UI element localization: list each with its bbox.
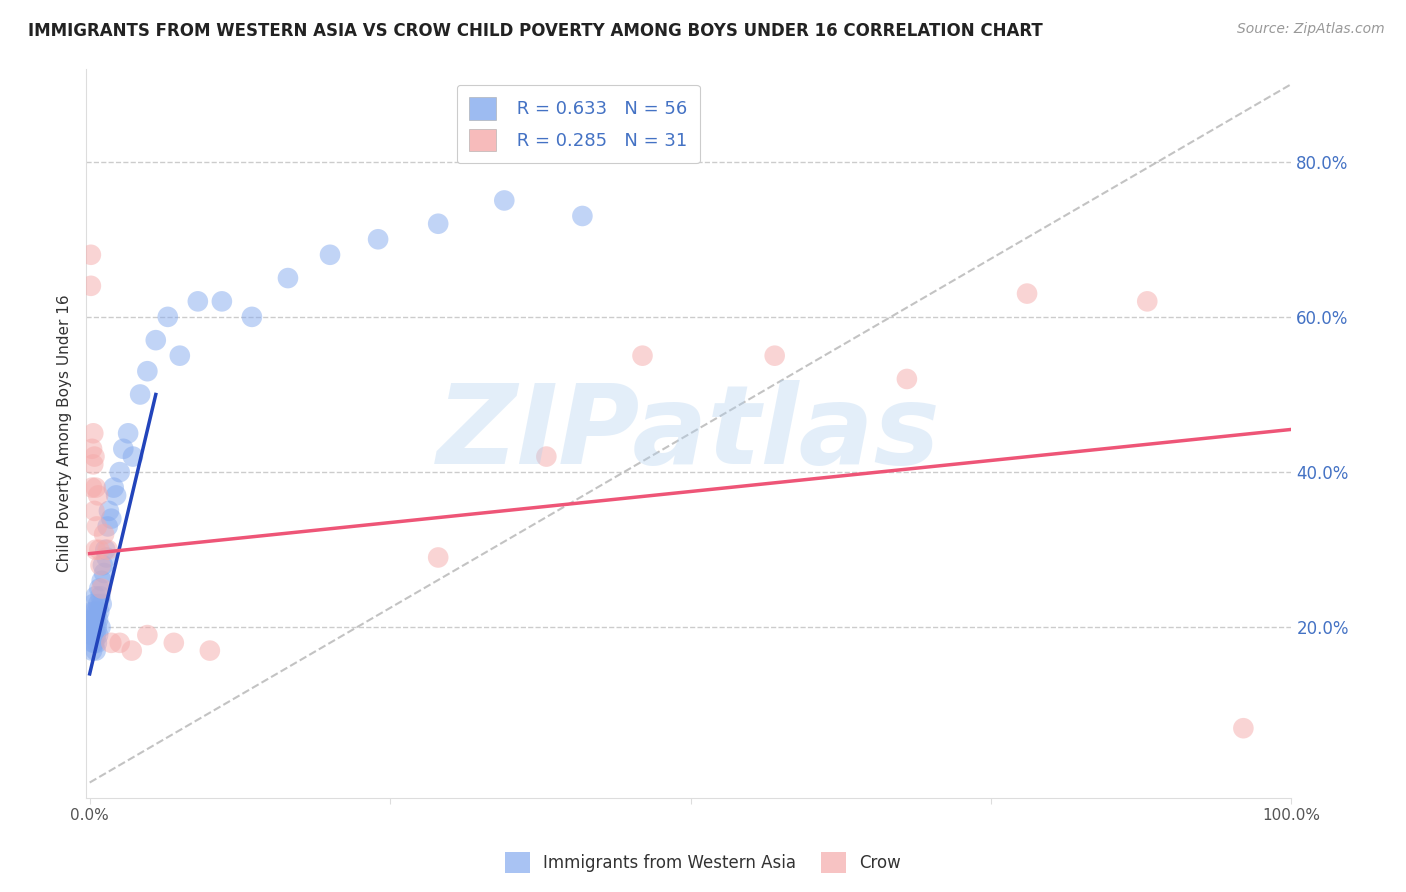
Point <box>86 605 108 619</box>
Point <box>1232 721 1254 735</box>
Point <box>494 194 516 208</box>
Point <box>108 465 131 479</box>
Point <box>97 519 120 533</box>
Point <box>100 636 122 650</box>
Point <box>112 442 135 456</box>
Point <box>80 643 103 657</box>
Point <box>571 209 593 223</box>
Point <box>427 550 450 565</box>
Point <box>211 294 233 309</box>
Point <box>80 481 103 495</box>
Text: IMMIGRANTS FROM WESTERN ASIA VS CROW CHILD POVERTY AMONG BOYS UNDER 16 CORRELATI: IMMIGRANTS FROM WESTERN ASIA VS CROW CHI… <box>28 22 1043 40</box>
Point <box>117 426 139 441</box>
Point <box>655 139 678 153</box>
Point <box>89 542 111 557</box>
Point <box>105 488 128 502</box>
Point <box>83 504 105 518</box>
Point <box>82 628 104 642</box>
Point <box>763 349 786 363</box>
Point <box>1015 286 1038 301</box>
Point <box>198 643 221 657</box>
Point <box>87 613 110 627</box>
Point <box>84 643 107 657</box>
Point <box>96 550 118 565</box>
Point <box>90 574 112 588</box>
Point <box>277 271 299 285</box>
Text: Source: ZipAtlas.com: Source: ZipAtlas.com <box>1237 22 1385 37</box>
Legend: Immigrants from Western Asia, Crow: Immigrants from Western Asia, Crow <box>498 846 908 880</box>
Legend:  R = 0.633   N = 56,  R = 0.285   N = 31: R = 0.633 N = 56, R = 0.285 N = 31 <box>457 85 700 163</box>
Point <box>86 519 108 533</box>
Point <box>82 613 104 627</box>
Point <box>82 636 104 650</box>
Point <box>89 605 111 619</box>
Point <box>427 217 450 231</box>
Point <box>536 450 558 464</box>
Text: ZIPatlas: ZIPatlas <box>437 380 941 487</box>
Point <box>631 349 654 363</box>
Point <box>108 636 131 650</box>
Y-axis label: Child Poverty Among Boys Under 16: Child Poverty Among Boys Under 16 <box>58 294 72 572</box>
Point <box>163 636 186 650</box>
Point <box>82 426 104 441</box>
Point <box>89 620 111 634</box>
Point <box>80 628 103 642</box>
Point <box>93 566 115 580</box>
Point <box>319 248 342 262</box>
Point <box>100 511 122 525</box>
Point <box>122 450 145 464</box>
Point <box>145 333 167 347</box>
Point <box>84 542 107 557</box>
Point <box>94 542 117 557</box>
Point <box>82 458 104 472</box>
Point <box>80 605 103 619</box>
Point <box>84 481 107 495</box>
Point <box>89 582 111 596</box>
Point <box>136 628 159 642</box>
Point <box>90 582 112 596</box>
Point <box>97 504 120 518</box>
Point <box>89 558 111 573</box>
Point <box>86 636 108 650</box>
Point <box>84 613 107 627</box>
Point <box>129 387 152 401</box>
Point <box>103 481 125 495</box>
Point <box>93 527 115 541</box>
Point <box>83 636 105 650</box>
Point <box>83 620 105 634</box>
Point <box>121 643 143 657</box>
Point <box>84 628 107 642</box>
Point <box>84 589 107 603</box>
Point <box>83 450 105 464</box>
Point <box>87 628 110 642</box>
Point <box>82 597 104 611</box>
Point <box>87 488 110 502</box>
Point <box>1136 294 1159 309</box>
Point <box>80 248 103 262</box>
Point <box>97 542 120 557</box>
Point <box>91 558 114 573</box>
Point <box>80 613 103 627</box>
Point <box>240 310 263 324</box>
Point <box>87 597 110 611</box>
Point <box>90 597 112 611</box>
Point <box>80 278 103 293</box>
Point <box>136 364 159 378</box>
Point <box>367 232 389 246</box>
Point <box>83 605 105 619</box>
Point <box>187 294 209 309</box>
Point <box>86 620 108 634</box>
Point <box>156 310 179 324</box>
Point <box>80 620 103 634</box>
Point <box>80 442 103 456</box>
Point <box>169 349 191 363</box>
Point <box>896 372 918 386</box>
Point <box>89 589 111 603</box>
